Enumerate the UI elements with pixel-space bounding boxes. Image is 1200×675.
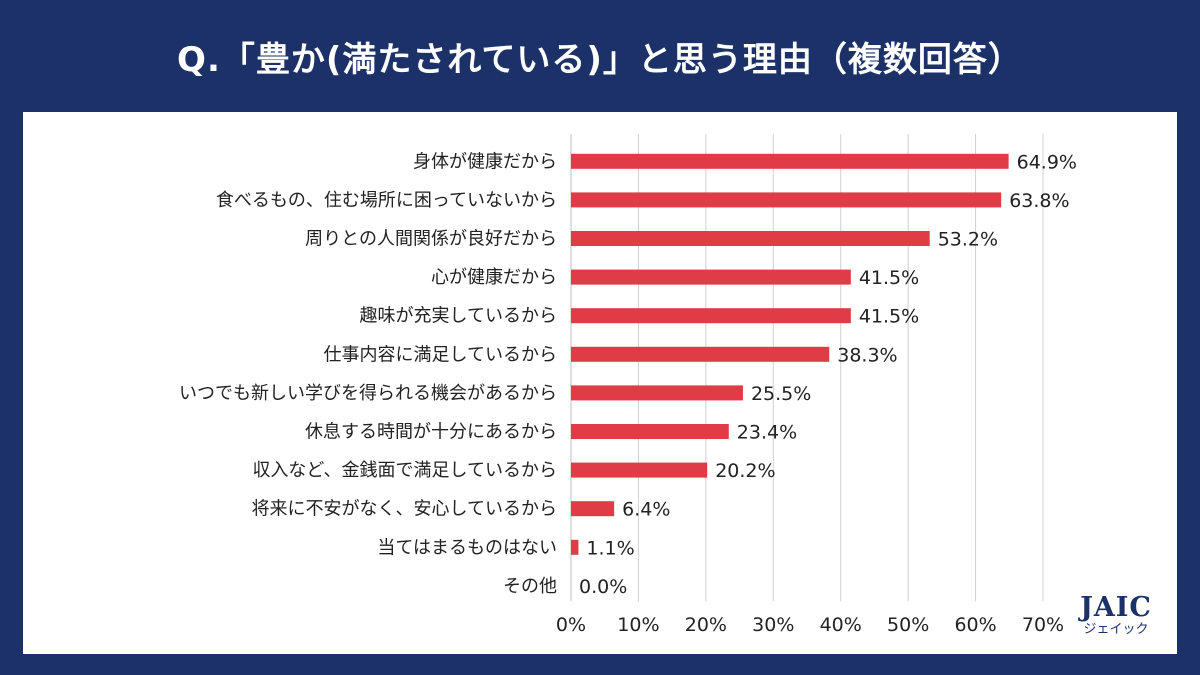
page-title: Q.「豊か(満たされている)」と思う理由（複数回答）: [177, 39, 1023, 80]
logo-main-text: JAIC: [1080, 592, 1152, 623]
category-label: 趣味が充実しているから: [360, 306, 557, 327]
category-label: 休息する時間が十分にあるから: [305, 422, 557, 443]
data-label: 1.1%: [586, 537, 634, 559]
bar: [571, 462, 708, 478]
data-label: 41.5%: [859, 267, 919, 289]
data-label: 6.4%: [622, 499, 670, 521]
x-tick-label: 60%: [954, 614, 996, 636]
x-tick-label: 30%: [752, 614, 794, 636]
chart-panel: 0% 10% 20% 30% 40% 50% 60% 70% 身体が健康だから 64.9% 食べるも…: [23, 112, 1177, 654]
category-label: 心が健康だから: [431, 267, 557, 288]
data-label: 53.2%: [938, 229, 998, 251]
data-label: 41.5%: [859, 306, 919, 328]
bar: [571, 153, 1009, 169]
x-tick-label: 40%: [820, 614, 862, 636]
bar: [571, 385, 743, 401]
bar-chart: 0% 10% 20% 30% 40% 50% 60% 70% 身体が健康だから 64.9% 食べるも…: [179, 134, 1077, 636]
category-label: 周りとの人間関係が良好だから: [305, 229, 557, 250]
bar: [571, 539, 579, 555]
category-label: いつでも新しい学びを得られる機会があるから: [179, 383, 557, 404]
category-label: 仕事内容に満足しているから: [324, 344, 557, 365]
data-label: 64.9%: [1017, 151, 1077, 173]
data-label: 25.5%: [751, 383, 811, 405]
bar: [571, 501, 615, 517]
x-tick-label: 0%: [556, 614, 586, 636]
data-label: 20.2%: [715, 460, 775, 482]
data-label: 38.3%: [837, 344, 897, 366]
data-label: 0.0%: [579, 576, 627, 598]
category-label: 収入など、金銭面で満足しているから: [252, 460, 557, 481]
bar: [571, 231, 930, 246]
data-label: 23.4%: [737, 422, 797, 444]
jaic-logo: JAIC ジェイック: [1073, 594, 1159, 638]
category-label: 食べるもの、住む場所に困っていないから: [216, 190, 557, 211]
data-label: 63.8%: [1009, 190, 1069, 212]
category-label: 当てはまるものはない: [377, 537, 557, 558]
bar: [571, 269, 851, 285]
logo-sub-text: ジェイック: [1083, 622, 1149, 637]
x-tick-label: 10%: [617, 614, 659, 636]
x-tick-label: 20%: [685, 614, 727, 636]
x-tick-label: 70%: [1022, 614, 1064, 636]
x-tick-label: 50%: [887, 614, 929, 636]
bar: [571, 424, 729, 439]
bar: [571, 192, 1002, 208]
category-label: 身体が健康だから: [413, 151, 557, 172]
category-label: 将来に不安がなく、安心しているから: [252, 499, 557, 520]
bar: [571, 308, 851, 324]
bar: [571, 346, 830, 362]
category-label: その他: [503, 576, 557, 597]
